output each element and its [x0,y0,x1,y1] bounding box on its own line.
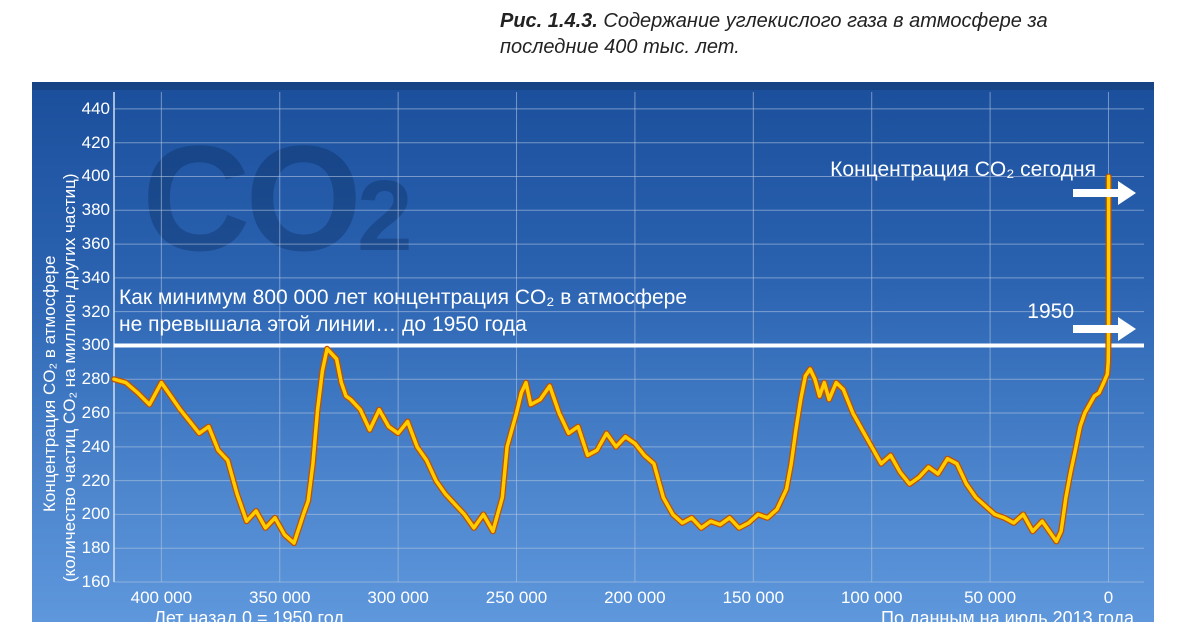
caption-prefix: Рис. 1.4.3. [500,10,598,32]
x-tick-label: 300 000 [367,588,428,608]
x-axis-sublabel-left: Лет назад 0 = 1950 год [154,608,344,622]
chart-container: CO2 Концентрация CO₂ в атмосфере (количе… [32,82,1154,622]
x-tick-label: 350 000 [249,588,310,608]
y-tick-label: 420 [66,133,110,153]
y-tick-label: 160 [66,572,110,592]
today-arrow-icon [1073,181,1136,205]
x-tick-label: 200 000 [604,588,665,608]
figure-caption: Рис. 1.4.3. Содержание углекислого газа … [500,8,1140,60]
year-1950-annotation-label: 1950 [1027,299,1074,325]
y-tick-label: 440 [66,99,110,119]
y-tick-label: 400 [66,166,110,186]
x-tick-label: 250 000 [486,588,547,608]
y-tick-label: 380 [66,200,110,220]
y-tick-label: 240 [66,437,110,457]
y-tick-label: 260 [66,403,110,423]
y-tick-label: 300 [66,335,110,355]
x-tick-label: 0 [1104,588,1113,608]
y-tick-label: 320 [66,302,110,322]
y-tick-label: 220 [66,471,110,491]
year-1950-arrow-icon [1073,317,1136,341]
x-tick-label: 150 000 [723,588,784,608]
y-tick-label: 180 [66,538,110,558]
y-tick-label: 360 [66,234,110,254]
today-annotation-label: Концентрация CO₂ сегодня [830,157,1096,183]
x-tick-label: 100 000 [841,588,902,608]
x-axis-sublabel-right: По данным на июль 2013 года [881,608,1134,622]
x-tick-label: 50 000 [964,588,1016,608]
y-axis-title-line1: Концентрация CO₂ в атмосфере [40,256,60,512]
x-tick-label: 400 000 [131,588,192,608]
threshold-annotation: Как минимум 800 000 лет концентрация CO₂… [119,285,687,338]
y-tick-label: 200 [66,504,110,524]
y-tick-label: 340 [66,268,110,288]
y-tick-label: 280 [66,369,110,389]
